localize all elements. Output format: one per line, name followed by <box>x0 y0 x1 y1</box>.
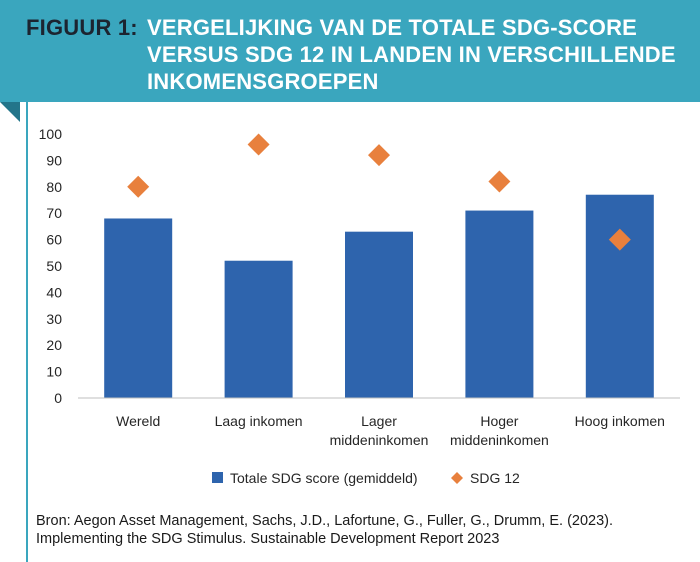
bar <box>585 194 654 398</box>
x-tick-label: middeninkomen <box>450 432 549 448</box>
y-axis: 0 10 20 30 40 50 60 70 80 90 100 <box>39 126 63 406</box>
x-tick-label: Wereld <box>116 413 160 429</box>
x-tick-label: Lager <box>361 413 397 429</box>
figure-header: FIGUUR 1: VERGELIJKING VAN DE TOTALE SDG… <box>0 0 700 102</box>
header-fold-decoration <box>0 102 20 122</box>
y-tick-label: 0 <box>54 390 62 406</box>
y-tick-label: 10 <box>46 364 62 380</box>
legend-bar-swatch <box>212 472 223 483</box>
sdg-comparison-chart: 0 10 20 30 40 50 60 70 80 90 100 Wereld Laag inkome… <box>39 126 680 486</box>
source-note: Bron: Aegon Asset Management, Sachs, J.D… <box>36 512 696 548</box>
diamond-marker <box>488 170 511 193</box>
x-tick-label: Laag inkomen <box>215 413 303 429</box>
marker-series <box>127 133 631 251</box>
y-tick-label: 30 <box>46 311 62 327</box>
y-tick-label: 90 <box>46 152 62 168</box>
x-tick-label: Hoog inkomen <box>575 413 665 429</box>
source-line-2: Implementing the SDG Stimulus. Sustainab… <box>36 531 500 547</box>
bar <box>104 218 173 398</box>
legend-label-totale-sdg: Totale SDG score (gemiddeld) <box>230 470 418 486</box>
bar <box>465 210 534 398</box>
x-axis: Wereld Laag inkomen Lager middeninkomen Hoge… <box>78 397 680 448</box>
diamond-marker <box>368 144 390 167</box>
y-tick-label: 80 <box>46 179 62 195</box>
y-tick-label: 40 <box>46 284 62 300</box>
y-tick-label: 70 <box>46 205 62 221</box>
legend-label-sdg-12: SDG 12 <box>470 470 520 486</box>
y-tick-label: 60 <box>46 232 62 248</box>
legend-diamond-swatch <box>451 472 463 484</box>
bar-series <box>104 194 654 398</box>
y-tick-label: 20 <box>46 337 62 353</box>
diamond-marker <box>608 228 631 251</box>
source-line-1: Bron: Aegon Asset Management, Sachs, J.D… <box>36 513 614 529</box>
y-tick-label: 100 <box>39 126 63 142</box>
bar <box>345 231 413 398</box>
x-tick-label: Hoger <box>480 413 518 429</box>
figure-label: FIGUUR 1: <box>26 15 138 40</box>
chart-legend: Totale SDG score (gemiddeld) SDG 12 <box>212 470 520 486</box>
diamond-marker <box>247 133 270 156</box>
x-tick-label: middeninkomen <box>330 432 429 448</box>
diamond-marker <box>127 175 150 198</box>
figure-title: VERGELIJKING VAN DE TOTALE SDG-SCORE VER… <box>147 15 676 94</box>
y-tick-label: 50 <box>46 258 62 274</box>
bar <box>224 260 293 398</box>
